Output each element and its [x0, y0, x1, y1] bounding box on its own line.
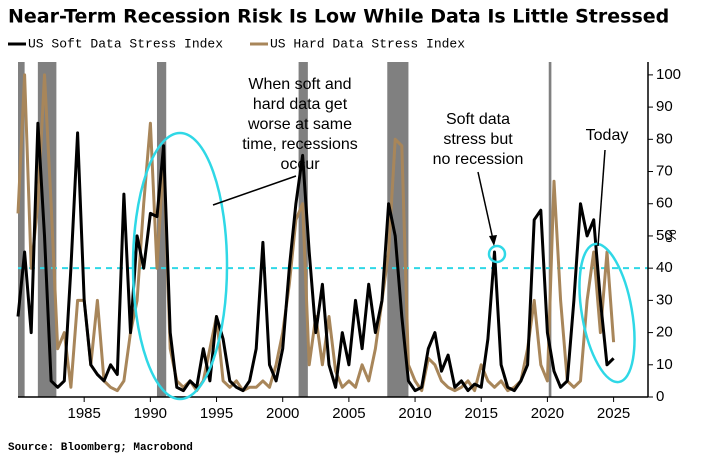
y-tick-label: 100 — [656, 66, 681, 83]
arrow-head — [489, 235, 497, 246]
annotation-text: worse at same — [247, 116, 352, 133]
y-tick-label: 90 — [656, 98, 673, 115]
series-line — [16, 121, 615, 393]
pointer-arrow — [477, 171, 495, 245]
y-tick-label: 50 — [656, 227, 673, 244]
x-tick-label: 1985 — [67, 405, 100, 422]
x-tick-label: 2025 — [597, 405, 630, 422]
x-tick-label: 2000 — [266, 405, 299, 422]
legend-label: US Soft Data Stress Index — [28, 36, 223, 51]
pointer-line — [597, 149, 606, 247]
highlight-ellipse — [578, 242, 636, 384]
recession-band — [18, 62, 25, 397]
y-tick-label: 30 — [656, 291, 673, 308]
annotation-text: hard data get — [253, 96, 348, 113]
pointer-line — [212, 175, 297, 206]
recession-band — [548, 62, 552, 397]
y-tick-label: 80 — [656, 130, 673, 147]
source: Source: Bloomberg; Macrobond — [8, 442, 193, 454]
annotation-text: stress but — [443, 131, 513, 148]
x-tick-label: 2010 — [398, 405, 431, 422]
x-tick-label: 2005 — [332, 405, 365, 422]
x-tick-label: 1990 — [134, 405, 167, 422]
highlight-circle — [487, 244, 507, 264]
annotation-text: Today — [586, 127, 629, 144]
annotation-text: When soft and — [248, 76, 351, 93]
annotations: When soft and hard data get worse at same t… — [131, 76, 636, 401]
x-tick-label: 1995 — [200, 405, 233, 422]
x-tick-label: 2020 — [531, 405, 564, 422]
y-tick-label: 40 — [656, 259, 673, 276]
y-tick-label: 10 — [656, 356, 673, 373]
y-tick-label: 0 — [656, 388, 664, 405]
recession-band — [156, 62, 167, 397]
annotation-text: no recession — [433, 151, 524, 168]
annotation-text: Soft data — [446, 111, 510, 128]
y-tick-label: 60 — [656, 195, 673, 212]
legend-label: US Hard Data Stress Index — [270, 36, 465, 51]
annotation-text: occur — [280, 156, 320, 173]
chart-title: Near-Term Recession Risk Is Low While Da… — [8, 6, 669, 28]
annotation-text: time, recessions — [242, 136, 358, 153]
highlight-ellipse — [131, 131, 229, 401]
plot-area: 0 10 20 30 40 50 60 70 80 90 100 1985 1990 1995 2000 20… — [16, 62, 681, 422]
y-tick-label: 20 — [656, 324, 673, 341]
x-tick-label: 2015 — [465, 405, 498, 422]
recession-band — [37, 62, 57, 397]
y-tick-label: 70 — [656, 162, 673, 179]
y-axis-label: % — [663, 229, 680, 242]
